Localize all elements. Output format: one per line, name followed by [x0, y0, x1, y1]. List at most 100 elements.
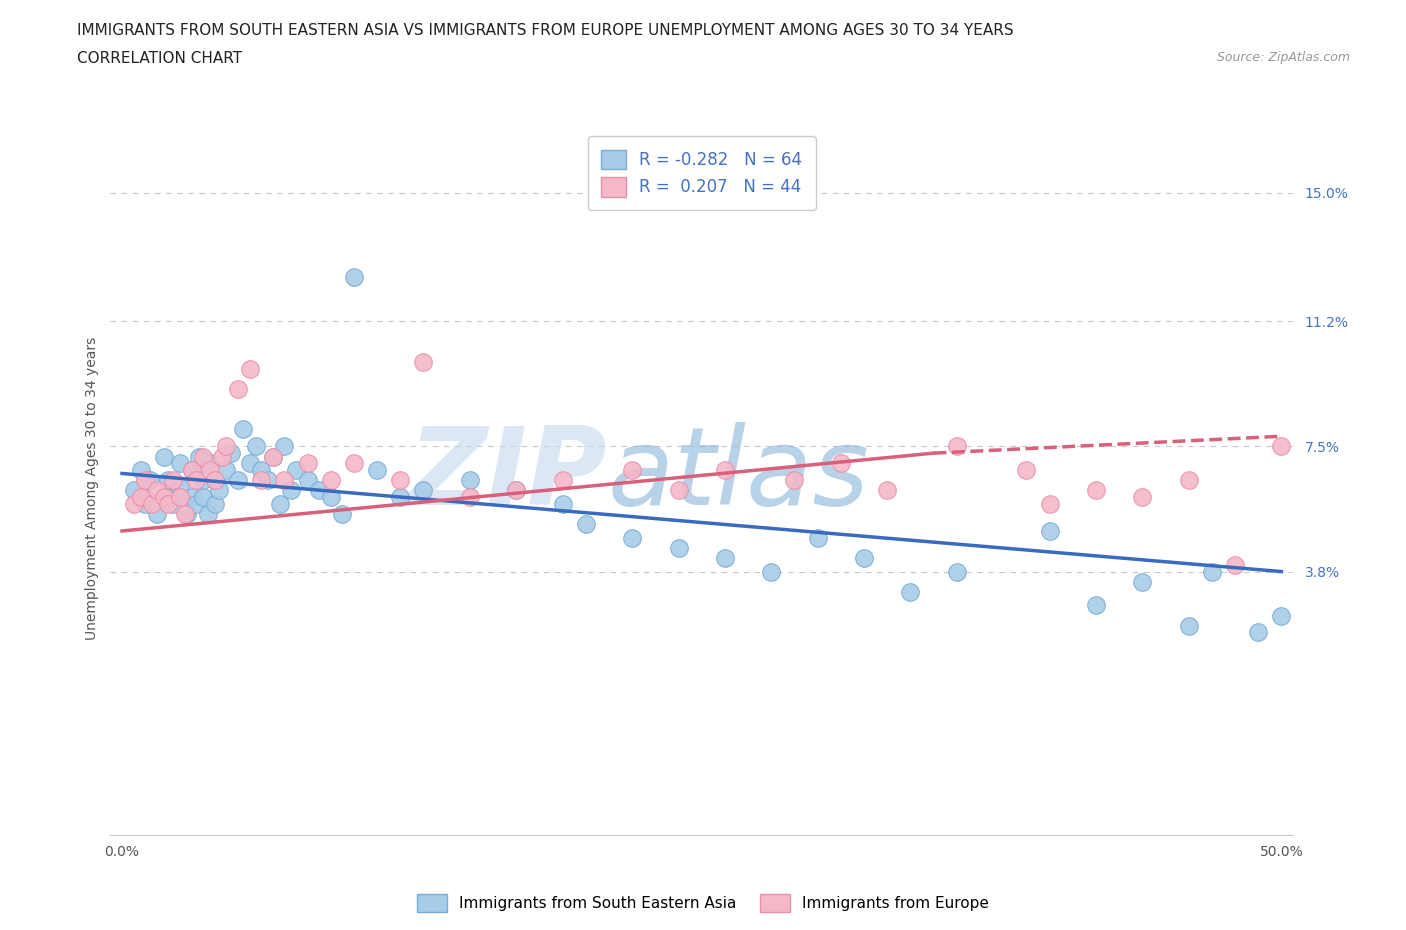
- Point: [134, 472, 156, 487]
- Point: [129, 462, 152, 477]
- Point: [197, 507, 219, 522]
- Point: [714, 551, 737, 565]
- Point: [946, 439, 969, 454]
- Point: [180, 462, 202, 477]
- Point: [876, 483, 898, 498]
- Point: [330, 507, 353, 522]
- Point: [238, 361, 260, 376]
- Text: IMMIGRANTS FROM SOUTH EASTERN ASIA VS IMMIGRANTS FROM EUROPE UNEMPLOYMENT AMONG : IMMIGRANTS FROM SOUTH EASTERN ASIA VS IM…: [77, 23, 1014, 38]
- Point: [257, 472, 280, 487]
- Point: [853, 551, 876, 565]
- Point: [761, 565, 783, 579]
- Point: [232, 422, 254, 437]
- Point: [621, 462, 644, 477]
- Point: [169, 490, 191, 505]
- Point: [204, 472, 226, 487]
- Point: [389, 490, 412, 505]
- Point: [621, 530, 644, 545]
- Point: [176, 507, 198, 522]
- Point: [141, 497, 163, 512]
- Point: [366, 462, 388, 477]
- Point: [152, 490, 174, 505]
- Point: [1130, 575, 1153, 590]
- Point: [668, 540, 690, 555]
- Point: [273, 472, 295, 487]
- Point: [122, 497, 145, 512]
- Point: [1177, 618, 1199, 633]
- Point: [134, 490, 156, 505]
- Point: [173, 507, 195, 522]
- Text: atlas: atlas: [607, 422, 869, 527]
- Point: [211, 449, 233, 464]
- Point: [946, 565, 969, 579]
- Point: [1247, 625, 1270, 640]
- Point: [807, 530, 830, 545]
- Point: [191, 449, 214, 464]
- Point: [319, 490, 342, 505]
- Text: ZIP: ZIP: [409, 422, 607, 528]
- Point: [162, 497, 184, 512]
- Point: [830, 456, 852, 471]
- Point: [458, 490, 481, 505]
- Point: [169, 456, 191, 471]
- Point: [284, 462, 307, 477]
- Point: [319, 472, 342, 487]
- Point: [204, 497, 226, 512]
- Point: [187, 449, 209, 464]
- Point: [152, 449, 174, 464]
- Point: [343, 456, 366, 471]
- Point: [162, 472, 184, 487]
- Point: [157, 490, 180, 505]
- Point: [343, 270, 366, 285]
- Point: [146, 483, 169, 498]
- Point: [1038, 497, 1060, 512]
- Point: [215, 462, 238, 477]
- Point: [198, 456, 221, 471]
- Point: [191, 490, 214, 505]
- Point: [297, 472, 319, 487]
- Point: [191, 472, 214, 487]
- Point: [297, 456, 319, 471]
- Point: [122, 483, 145, 498]
- Point: [308, 483, 330, 498]
- Point: [204, 472, 226, 487]
- Point: [157, 497, 180, 512]
- Point: [412, 483, 434, 498]
- Point: [1201, 565, 1223, 579]
- Point: [250, 472, 273, 487]
- Y-axis label: Unemployment Among Ages 30 to 34 years: Unemployment Among Ages 30 to 34 years: [86, 337, 100, 641]
- Point: [146, 507, 169, 522]
- Point: [219, 445, 242, 460]
- Point: [575, 517, 598, 532]
- Point: [505, 483, 527, 498]
- Point: [134, 497, 156, 512]
- Point: [900, 584, 922, 599]
- Point: [186, 497, 208, 512]
- Point: [458, 472, 481, 487]
- Point: [1038, 524, 1060, 538]
- Point: [1270, 439, 1292, 454]
- Point: [198, 462, 221, 477]
- Point: [262, 449, 284, 464]
- Point: [783, 472, 806, 487]
- Point: [208, 483, 231, 498]
- Text: Source: ZipAtlas.com: Source: ZipAtlas.com: [1216, 51, 1350, 64]
- Point: [139, 472, 162, 487]
- Point: [1130, 490, 1153, 505]
- Point: [226, 381, 249, 396]
- Point: [412, 354, 434, 369]
- Point: [551, 472, 574, 487]
- Legend: Immigrants from South Eastern Asia, Immigrants from Europe: Immigrants from South Eastern Asia, Immi…: [411, 888, 995, 918]
- Point: [505, 483, 527, 498]
- Point: [269, 497, 291, 512]
- Point: [1084, 598, 1107, 613]
- Point: [262, 449, 284, 464]
- Point: [238, 456, 260, 471]
- Text: CORRELATION CHART: CORRELATION CHART: [77, 51, 242, 66]
- Point: [714, 462, 737, 477]
- Point: [1270, 608, 1292, 623]
- Point: [1015, 462, 1038, 477]
- Point: [273, 439, 295, 454]
- Point: [157, 472, 180, 487]
- Point: [389, 472, 412, 487]
